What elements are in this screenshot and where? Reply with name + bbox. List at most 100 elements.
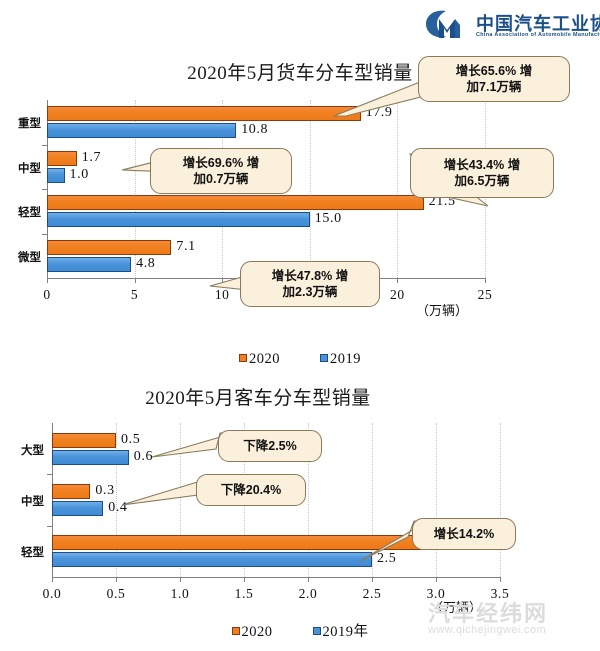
x-tick [222, 278, 224, 283]
legend-item-2020[interactable]: 2020 [231, 624, 273, 641]
category-label: 大型 [21, 444, 44, 457]
bar-2020-重型 [47, 106, 361, 122]
callout-large: 下降2.5% [218, 430, 322, 462]
y-tick [42, 144, 47, 146]
bar-2019年-大型 [52, 449, 129, 465]
x-tick-label: 3.5 [490, 586, 510, 601]
legend-label: 2019 [330, 351, 361, 367]
chart-legend: 2020 2019年 [0, 620, 600, 641]
category-label: 重型 [18, 118, 41, 131]
x-tick-label: 1.0 [170, 586, 190, 601]
watermark-text: 汽车经纬网 [428, 601, 549, 626]
bar-2020-轻型 [52, 535, 424, 551]
truck-sales-chart: 2020年5月货车分车型销量 0510152025重型17.910.8中型1.7… [0, 48, 600, 375]
legend-item-2019[interactable]: 2019 [320, 351, 361, 368]
unit-label: （万辆） [430, 600, 483, 615]
y-tick [47, 474, 52, 476]
x-tick-label: 2.0 [298, 586, 318, 601]
x-tick-label: 2.5 [362, 586, 382, 601]
x-tick [52, 577, 53, 582]
bar-2019年-轻型 [52, 552, 372, 568]
cam-logo-icon [426, 10, 460, 38]
legend-label: 2020 [249, 351, 280, 367]
bar-2020-轻型 [47, 195, 424, 211]
callout-medium: 下降20.4% [196, 474, 306, 506]
category-label: 中型 [18, 162, 41, 175]
bar-value-label: 15.0 [314, 211, 342, 227]
bar-2019-重型 [47, 123, 237, 139]
chart-legend: 2020 2019 [0, 350, 600, 368]
legend-label: 2019年 [322, 624, 369, 640]
brand-name-en: China Association of Automobile Manufact… [476, 32, 600, 38]
brand-header: 中国汽车工业协会 China Association of Automobile… [0, 0, 600, 48]
callout-heavy: 增长65.6% 增加7.1万辆 [418, 56, 570, 102]
y-axis [47, 100, 48, 278]
gridline [500, 423, 501, 577]
bar-2019-轻型 [47, 212, 310, 228]
brand-name-cn: 中国汽车工业协会 [476, 14, 600, 34]
x-tick-label: 20 [390, 287, 405, 302]
x-tick-label: 0.5 [106, 586, 126, 601]
x-tick [436, 577, 437, 582]
category-label: 轻型 [18, 207, 41, 220]
legend-swatch-icon [320, 354, 328, 362]
legend-swatch-icon [231, 627, 240, 635]
x-tick-label: 10 [214, 287, 230, 302]
x-tick-label: 5 [130, 287, 139, 302]
gridline [116, 423, 117, 577]
callout-light: 增长14.2% [412, 518, 516, 550]
y-tick [42, 233, 47, 235]
category-label: 轻型 [21, 547, 44, 560]
legend-item-2019[interactable]: 2019年 [312, 620, 369, 641]
unit-label: （万辆） [416, 303, 469, 318]
gridline [397, 100, 399, 278]
bar-value-label: 7.1 [176, 238, 196, 254]
chart-title: 2020年5月货车分车型销量 [187, 63, 413, 84]
bar-2020-微型 [47, 239, 172, 255]
category-label: 微型 [18, 251, 41, 264]
x-tick [372, 577, 373, 582]
x-tick [180, 577, 181, 582]
x-tick-label: 0.0 [42, 586, 62, 601]
y-axis [52, 423, 53, 577]
gridline [436, 423, 437, 577]
plot-area-truck: 0510152025重型17.910.8中型1.71.0轻型21.515.0微型… [18, 100, 492, 302]
x-tick [244, 577, 245, 582]
x-tick-label: 0 [43, 287, 51, 302]
y-tick [42, 189, 47, 190]
gridline [134, 100, 136, 278]
x-tick [308, 577, 309, 582]
bar-value-label: 1.7 [81, 149, 102, 165]
callout-mini: 增长47.8% 增加2.3万辆 [240, 261, 380, 307]
callout-medium: 增长69.6% 增加0.7万辆 [150, 148, 292, 194]
bar-2019-中型 [47, 167, 65, 183]
callout-light: 增长43.4% 增加6.5万辆 [410, 148, 554, 198]
legend-item-2020[interactable]: 2020 [239, 351, 280, 368]
category-label: 中型 [21, 496, 44, 508]
x-tick [485, 278, 486, 283]
plot-area-bus: 0.0 0.5 1.0 1.5 2.0 2.5 3.0 3.5 大型 0.5 0.6 中型 0.3 0.4… [21, 423, 509, 601]
bar-2019年-中型 [52, 501, 104, 516]
x-tick [397, 278, 399, 283]
bar-2020-大型 [52, 432, 116, 448]
bar-value-label: 0.3 [95, 483, 115, 498]
x-tick-label: 3.0 [426, 586, 446, 601]
chart-title: 2020年5月客车分车型销量 [145, 388, 371, 409]
watermark-url: www.qichejingwei.com [428, 624, 547, 636]
bar-2020-中型 [52, 484, 91, 499]
bar-value-label: 0.5 [121, 431, 141, 447]
bar-value-label: 0.4 [108, 500, 128, 515]
bar-value-label: 1.0 [69, 166, 89, 182]
bar-value-label: 17.9 [365, 105, 393, 121]
bar-2020-中型 [47, 150, 77, 166]
bar-value-label: 4.8 [136, 255, 156, 271]
bar-2019-微型 [47, 256, 132, 272]
bar-value-label: 2.5 [377, 551, 397, 567]
legend-label: 2020 [241, 624, 273, 640]
x-tick [47, 278, 48, 283]
bar-value-label: 10.8 [241, 122, 269, 138]
legend-swatch-icon [312, 627, 321, 635]
x-tick-label: 1.5 [234, 586, 254, 601]
gridline [309, 100, 311, 278]
